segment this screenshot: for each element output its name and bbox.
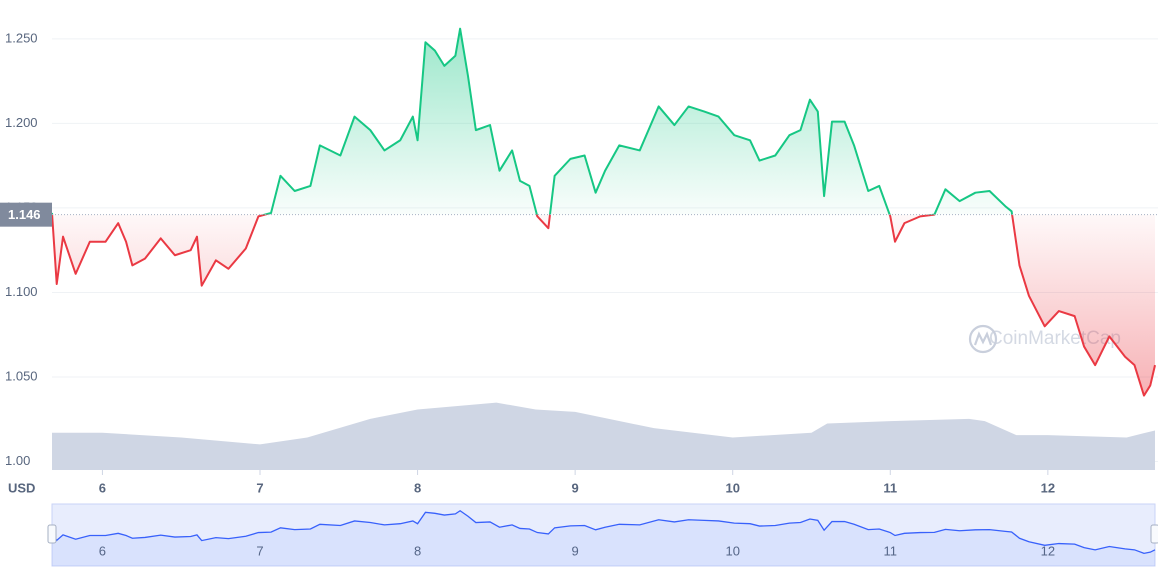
x-tick-label: 8 (414, 480, 421, 495)
navigator-tick-label: 9 (572, 543, 579, 558)
y-tick-label: 1.100 (5, 284, 38, 299)
price-area-up (52, 28, 1013, 215)
navigator-window (51, 503, 1156, 567)
navigator-line (51, 509, 1156, 555)
x-tick-label: 7 (256, 480, 263, 495)
y-tick-label: 1.200 (5, 115, 38, 130)
x-tick-label: 11 (883, 480, 897, 495)
navigator-tick-label: 11 (884, 543, 898, 558)
price-line-down (51, 214, 1156, 397)
axis-layer: 1.001.0501.1001.1501.2001.2506789101112U… (0, 30, 1158, 495)
watermark-logo (968, 324, 998, 354)
price-area-down (52, 214, 1155, 396)
y-tick-label: 1.250 (5, 30, 38, 45)
x-tick-label: 6 (99, 480, 106, 495)
x-tick-label: 10 (725, 480, 739, 495)
navigator-tick-label: 7 (256, 543, 263, 558)
y-tick-label: 1.050 (5, 368, 38, 383)
price-layer (51, 27, 1156, 397)
navigator: 6 7 8 9 10 11 12 (47, 503, 1158, 567)
volume-area (52, 402, 1155, 470)
y-tick-label: 1.00 (5, 453, 30, 468)
baseline-label-box (0, 202, 52, 227)
navigator-handle[interactable] (1150, 524, 1158, 544)
price-line-up (51, 27, 1014, 215)
volume-layer (52, 402, 1155, 470)
navigator-tick-label: 10 (725, 543, 739, 558)
x-tick-label: 9 (572, 480, 579, 495)
navigator-area (52, 510, 1155, 566)
navigator-tick-label: 6 (99, 543, 106, 558)
x-tick-label: 12 (1041, 480, 1055, 495)
navigator-tick-label: 8 (414, 543, 421, 558)
navigator-tick-label: 12 (1041, 543, 1055, 558)
baseline-label: 1.146 (8, 207, 41, 222)
currency-label: USD (8, 480, 35, 495)
navigator-handle[interactable] (47, 524, 57, 544)
